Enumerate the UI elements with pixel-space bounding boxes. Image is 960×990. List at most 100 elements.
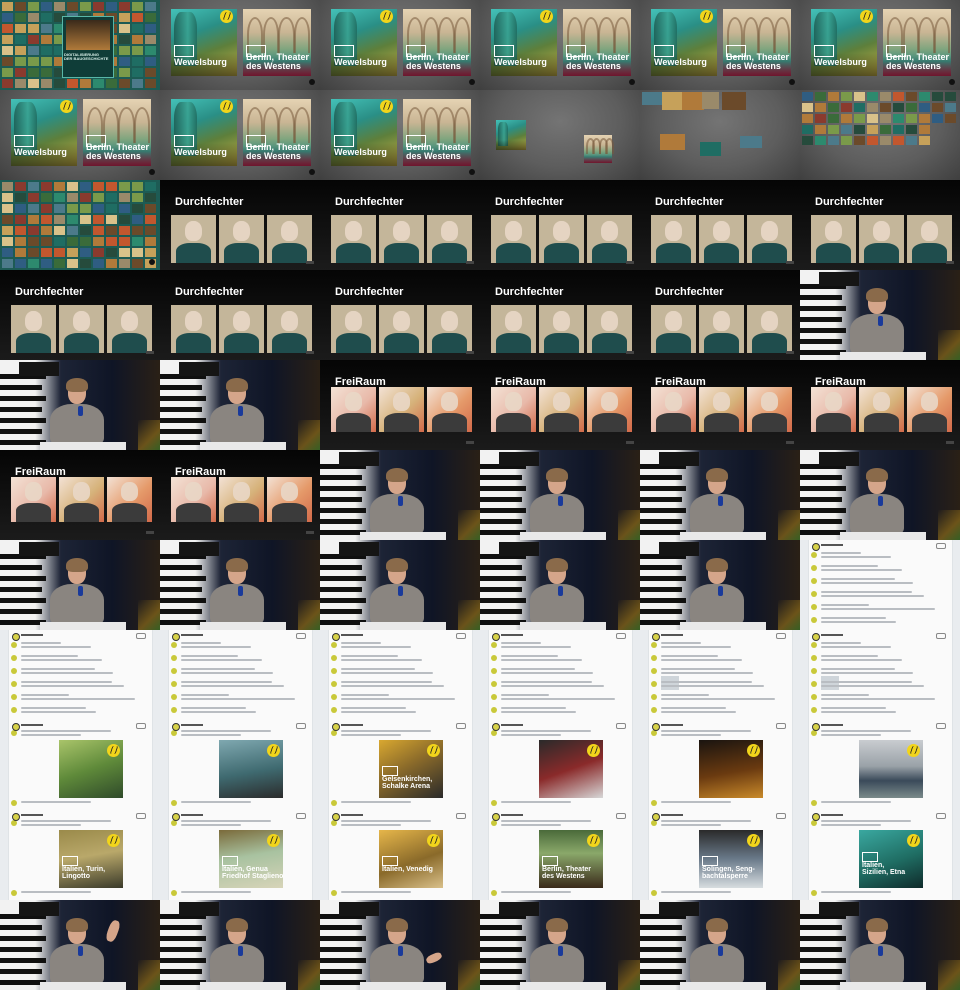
- mosaic-thumb: [906, 114, 917, 123]
- tweet-header-name: [21, 724, 43, 726]
- mosaic-thumb: [80, 193, 91, 202]
- microphone-icon: [718, 586, 723, 596]
- stage-stripe: [640, 609, 682, 614]
- tweet-avatar: [11, 694, 17, 700]
- person-head: [824, 220, 842, 241]
- stage-light: [298, 600, 320, 630]
- tweet-column: [8, 720, 153, 810]
- person-head: [712, 310, 730, 331]
- mosaic-thumb: [841, 103, 852, 112]
- tweet-avatar: [171, 820, 177, 826]
- tower-shape: [334, 12, 358, 66]
- tweet-photo: [219, 740, 283, 798]
- mosaic-thumb: [80, 259, 91, 268]
- tweet-header-follow: [136, 813, 146, 819]
- mosaic-thumb: [815, 125, 826, 134]
- photo-label: Berlin, Theater des Westens: [726, 52, 790, 72]
- stage-stripe: [640, 587, 682, 592]
- person-shoulders: [656, 413, 691, 432]
- stage-stripe: [800, 508, 846, 513]
- mosaic-thumb: [54, 182, 65, 191]
- section-title: Durchfechter: [495, 196, 564, 208]
- stage-stripe: [800, 969, 842, 974]
- mosaic-thumb: [67, 259, 78, 268]
- theater-photo: [883, 9, 951, 76]
- shadow-band: [171, 142, 237, 166]
- scatter-thumb: [662, 92, 687, 110]
- tweet-text-line: [661, 734, 721, 736]
- scatter-thumb: [642, 92, 662, 105]
- tweet-text-line: [21, 801, 91, 803]
- person-head: [440, 392, 458, 412]
- person-head: [344, 220, 362, 241]
- date-box: [246, 45, 266, 57]
- photo-label: Berlin, Theater des Westens: [406, 52, 470, 72]
- tweet-text-line: [661, 730, 751, 732]
- tweet-text-line: [341, 730, 431, 732]
- microphone-icon: [78, 946, 83, 956]
- tweet-header-follow: [296, 723, 306, 729]
- tweet-photo: [859, 740, 923, 798]
- tweet-text-line: [661, 642, 701, 644]
- mosaic-thumb: [54, 13, 65, 22]
- tweet-avatar: [171, 890, 177, 896]
- mosaic-thumb: [119, 226, 130, 235]
- stage-stripe: [320, 925, 362, 930]
- mosaic-thumb: [41, 68, 52, 77]
- person-head: [600, 220, 618, 241]
- mosaic-thumb: [41, 35, 52, 44]
- tweet-text-line: [821, 578, 895, 580]
- tweet-avatar: [651, 707, 657, 713]
- person-head: [120, 482, 138, 502]
- mosaic-thumb: [145, 237, 156, 246]
- person-shoulders: [592, 413, 627, 432]
- portrait-card: [539, 387, 584, 432]
- thumbnail-frame: Wewelsburg Berlin, Theater des Westens: [160, 0, 320, 90]
- stage-stripe: [480, 508, 526, 513]
- raised-hand: [104, 918, 122, 944]
- photo-label: Berlin, Theater des Westens: [86, 142, 150, 162]
- scatter-thumb: [496, 120, 526, 150]
- portrait-card: [651, 305, 696, 353]
- mosaic-thumb: [932, 92, 943, 101]
- mosaic-thumb: [119, 237, 130, 246]
- tweet-text-line: [821, 552, 861, 554]
- tweet-avatar: [651, 820, 657, 826]
- mosaic-thumb: [841, 136, 852, 145]
- thumbnail-frame: Durchfechter: [800, 180, 960, 270]
- speaker-body: [210, 584, 264, 624]
- shadow-band: [331, 142, 397, 166]
- mosaic-thumb: [145, 46, 156, 55]
- mosaic-thumb: [15, 24, 26, 33]
- mosaic-thumb: [2, 182, 13, 191]
- tweet-avatar: [491, 668, 497, 674]
- mosaic-thumb: [880, 125, 891, 134]
- thumbnail-frame: Wewelsburg Berlin, Theater des Westens: [480, 0, 640, 90]
- portrait-card: [491, 387, 536, 432]
- stage-light: [138, 600, 160, 630]
- stage-stripe: [160, 385, 202, 390]
- mosaic-thumb: [28, 226, 39, 235]
- portrait-card: [811, 387, 856, 432]
- person-shoulders: [224, 242, 259, 263]
- stage-stripe: [800, 339, 842, 344]
- logo-badge-icon: [107, 744, 120, 757]
- logo-badge-icon: [907, 744, 920, 757]
- person-head: [872, 220, 890, 241]
- section-title: FreiRaum: [175, 466, 226, 478]
- mosaic-thumb: [867, 114, 878, 123]
- corner-icon: [629, 79, 635, 85]
- photo-label: Solingen, Seng- bachtalsperre: [702, 866, 755, 881]
- logo-badge-icon: [747, 744, 760, 757]
- arch-shape: [598, 17, 615, 53]
- mosaic-thumb: [54, 57, 65, 66]
- tower-shape: [814, 12, 838, 66]
- person-head: [760, 392, 778, 412]
- logo-badge-icon: [860, 10, 873, 23]
- section-title: Durchfechter: [655, 286, 724, 298]
- shadow-band: [171, 52, 237, 76]
- mosaic-thumb: [132, 68, 143, 77]
- stage-stripe: [0, 440, 46, 445]
- mosaic-thumb: [145, 248, 156, 257]
- mosaic-thumb: [80, 2, 91, 11]
